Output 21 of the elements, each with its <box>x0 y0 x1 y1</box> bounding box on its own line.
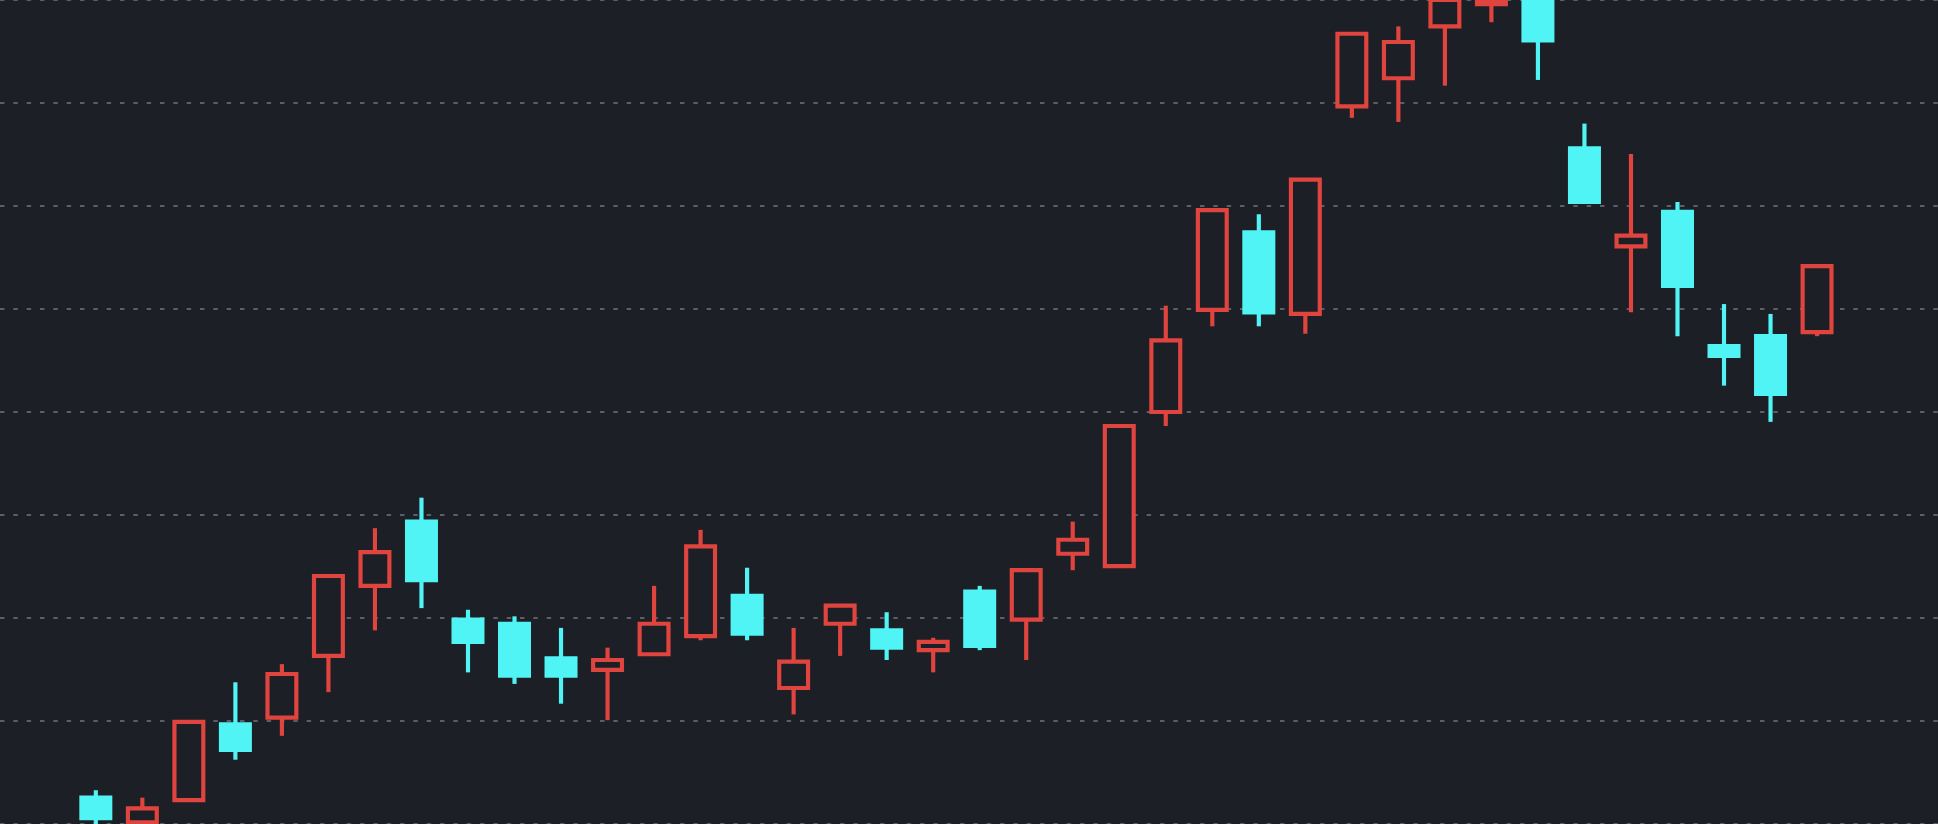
candlestick <box>1056 519 1090 573</box>
candlestick <box>777 625 811 717</box>
candlestick <box>1428 0 1462 88</box>
candlestick <box>1381 24 1415 125</box>
candlestick <box>591 645 625 723</box>
candlestick <box>870 610 904 663</box>
candlestick <box>218 680 252 762</box>
candlestick <box>451 607 485 675</box>
candlestick <box>1474 0 1508 25</box>
candlestick <box>1707 301 1741 388</box>
candlestick <box>544 625 578 706</box>
candlestick <box>916 635 950 675</box>
candlestick <box>823 601 857 658</box>
candlestick <box>637 583 671 658</box>
candlestick <box>79 788 113 824</box>
candlestick <box>265 662 299 738</box>
candlestick <box>1521 0 1555 83</box>
candlestick <box>1614 152 1648 315</box>
candlestick <box>730 565 764 643</box>
candlestick <box>125 795 159 824</box>
candlestick <box>358 526 392 633</box>
